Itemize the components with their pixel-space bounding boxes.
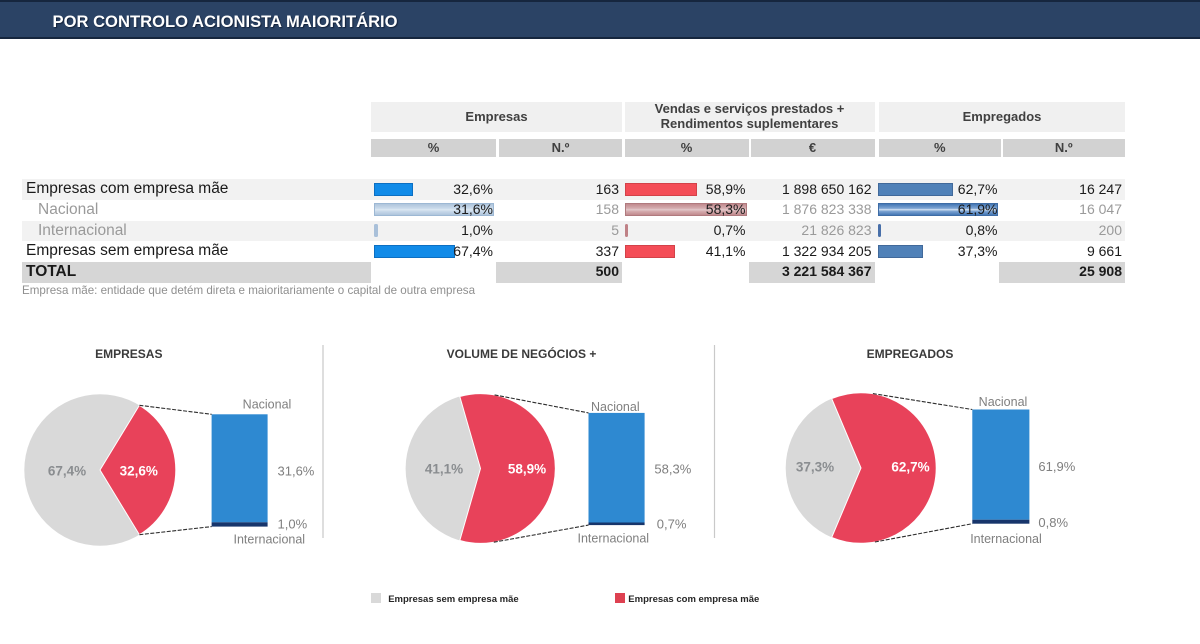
svg-text:EMPRESAS: EMPRESAS [95,347,162,361]
svg-text:32,6%: 32,6% [120,464,158,479]
svg-text:67,4%: 67,4% [48,464,86,479]
svg-text:0,8%: 0,8% [1038,515,1068,530]
svg-text:Nacional: Nacional [979,395,1028,409]
svg-text:Nacional: Nacional [591,400,640,414]
svg-text:VOLUME DE NEGÓCIOS +: VOLUME DE NEGÓCIOS + [447,346,597,361]
svg-text:Internacional: Internacional [234,533,306,547]
svg-text:0,7%: 0,7% [657,516,687,531]
svg-text:62,7%: 62,7% [891,460,929,475]
svg-text:58,3%: 58,3% [654,462,691,477]
svg-text:Nacional: Nacional [243,398,292,412]
svg-text:Internacional: Internacional [970,532,1042,546]
svg-text:58,9%: 58,9% [508,462,546,477]
svg-text:1,0%: 1,0% [278,517,308,532]
svg-text:Internacional: Internacional [578,532,650,546]
svg-text:37,3%: 37,3% [796,460,834,475]
svg-text:EMPREGADOS: EMPREGADOS [867,347,954,361]
svg-text:41,1%: 41,1% [425,462,463,477]
svg-text:61,9%: 61,9% [1038,459,1075,474]
svg-text:31,6%: 31,6% [278,464,315,479]
